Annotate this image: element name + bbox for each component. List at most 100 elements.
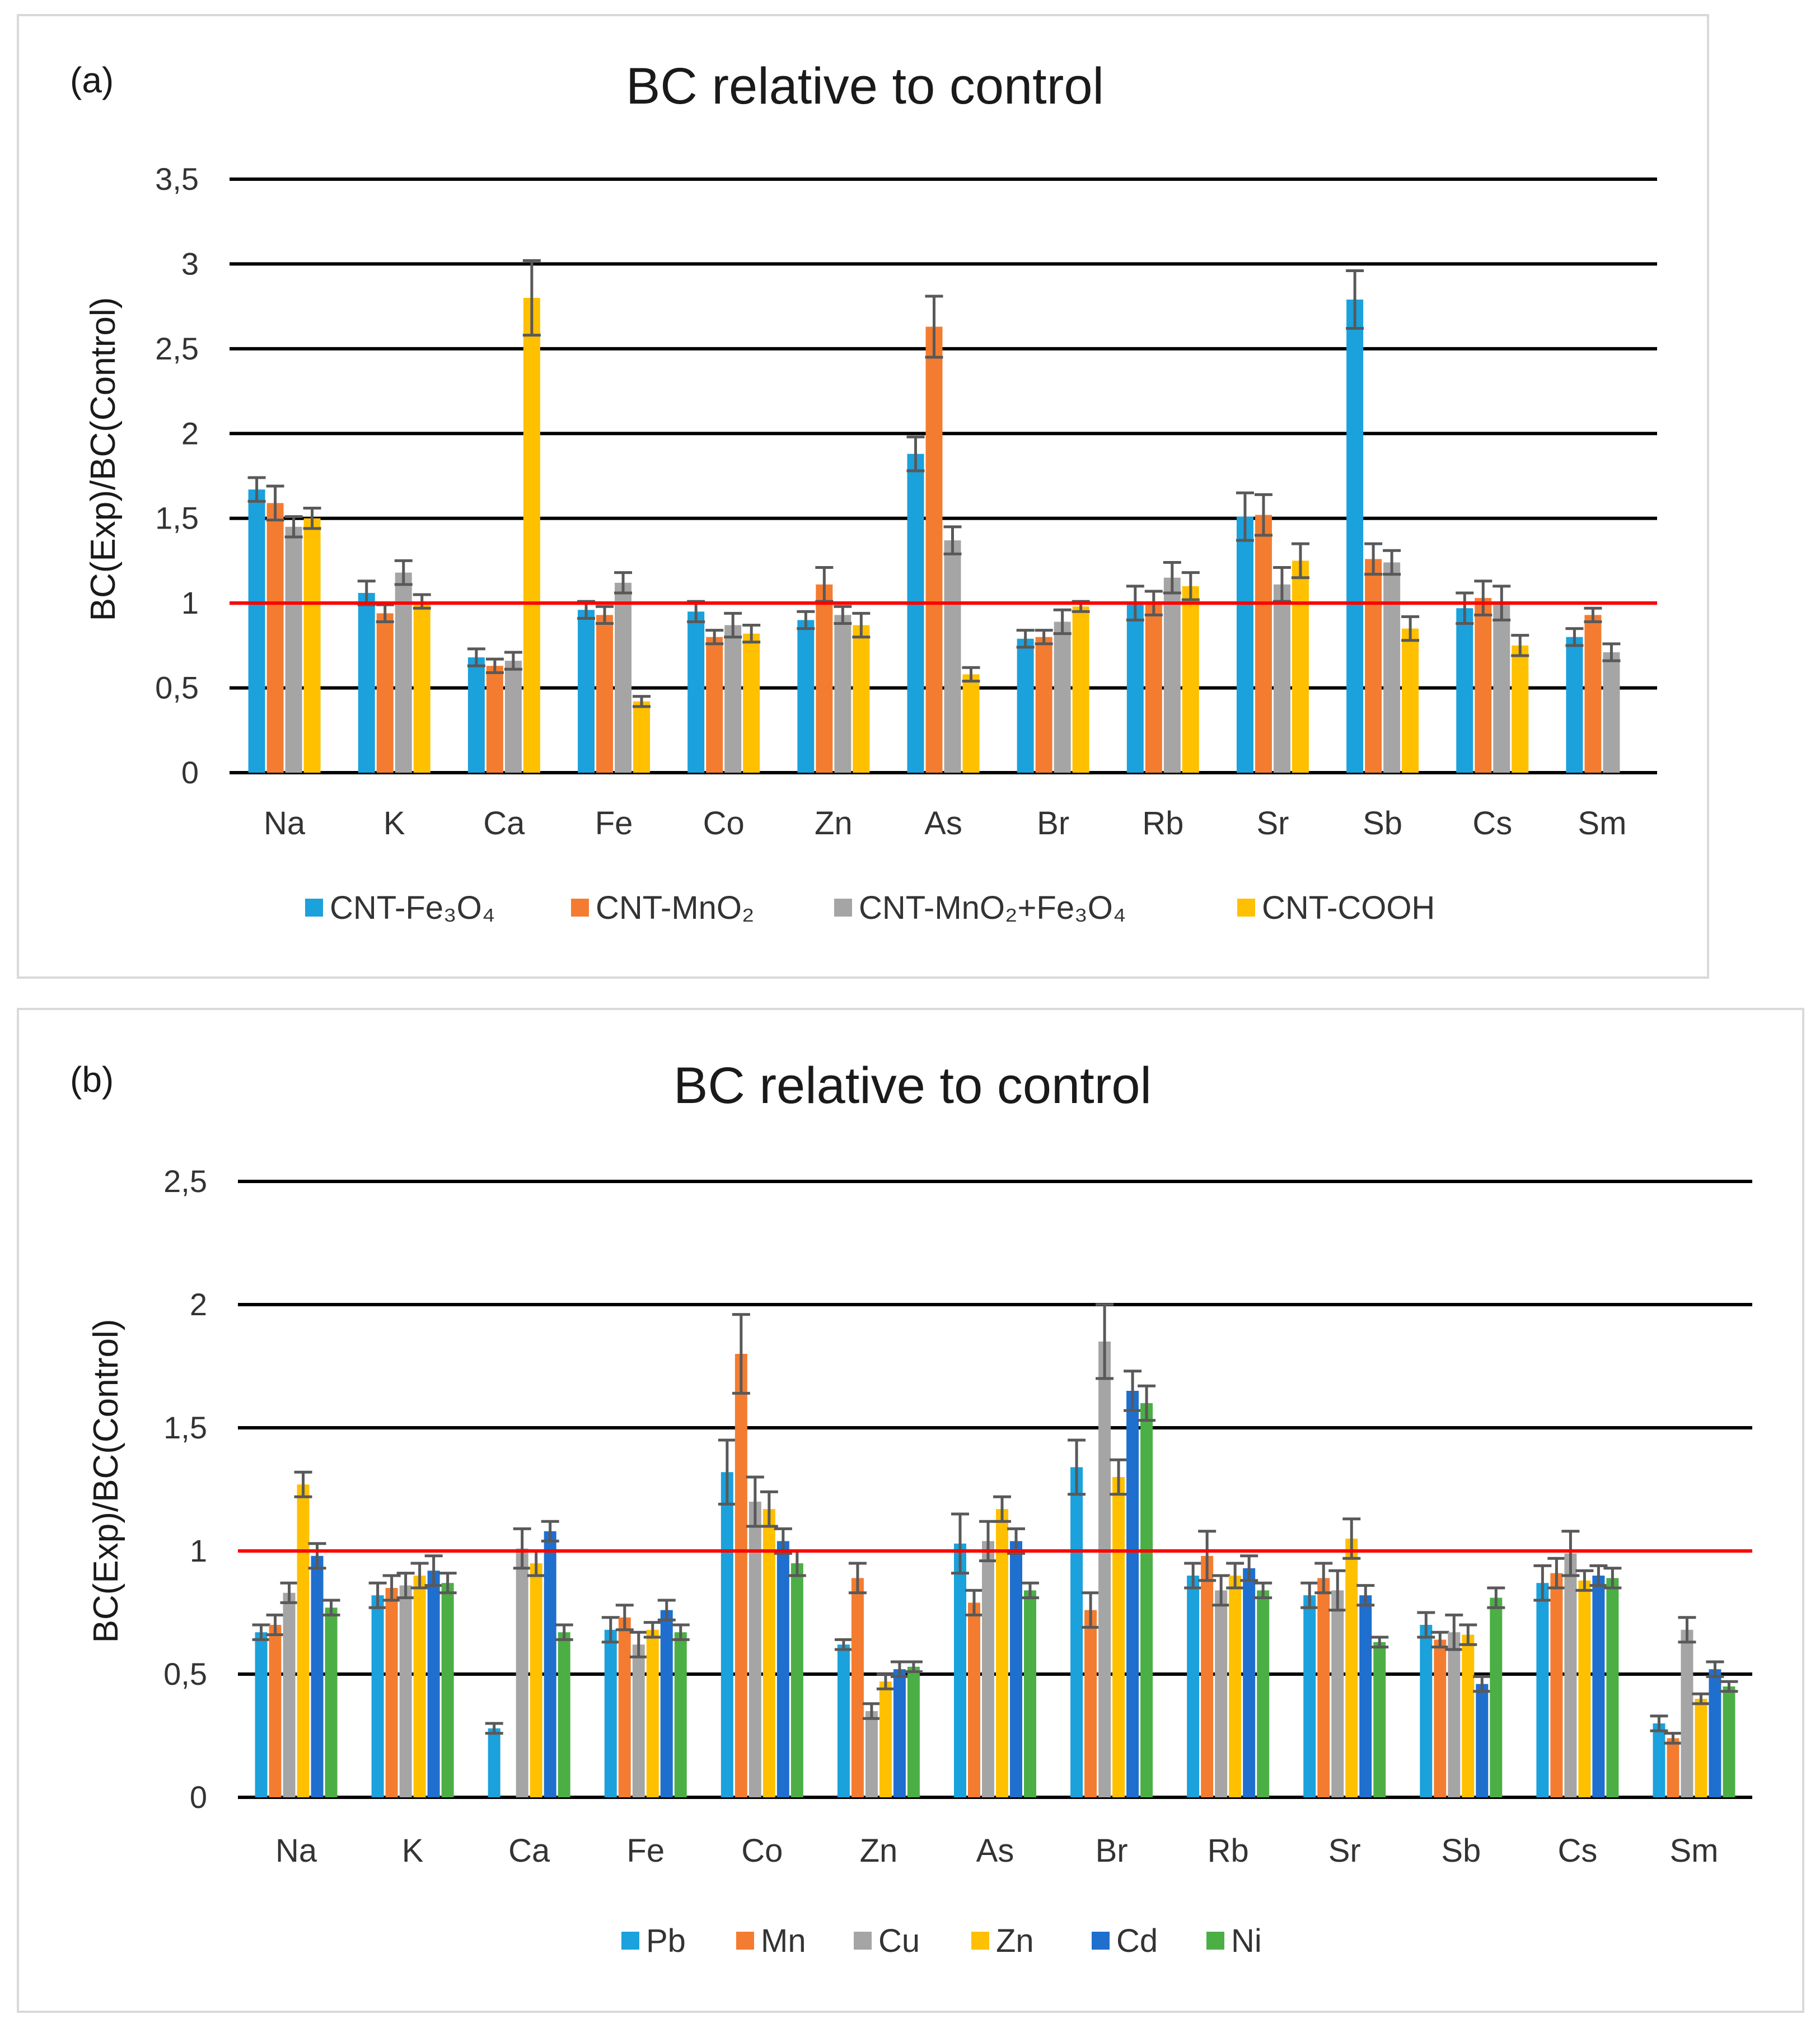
bar <box>1112 1477 1125 1797</box>
bar <box>1462 1634 1475 1797</box>
bar <box>1126 1391 1139 1797</box>
bar <box>1550 1573 1563 1797</box>
bar <box>762 1509 775 1797</box>
bar <box>1243 1568 1256 1797</box>
legend-swatch <box>1206 1932 1224 1950</box>
legend-label: Pb <box>646 1923 686 1959</box>
x-category-label: Zn <box>815 805 853 842</box>
x-category-label: Cs <box>1557 1833 1597 1869</box>
bar <box>413 1576 426 1797</box>
bar <box>399 1585 412 1797</box>
bar <box>1448 1632 1461 1797</box>
bar <box>441 1583 454 1797</box>
panel-b-plot: 0 0,5 1 1,5 2 2,5 Na K Ca Fe Co Zn As Br Rb Sr Sb Cs Sm Pb M… <box>163 1163 1752 1959</box>
bar <box>297 1484 310 1797</box>
bar <box>1536 1583 1549 1797</box>
bar <box>1257 1590 1270 1797</box>
legend-label: CNT-Fe₃O₄ <box>330 890 495 926</box>
panel-a-plot: 0 0,5 1 1,5 2 2,5 3 3,5 Na K Ca Fe Co Zn As Br Rb Sr Sb Cs S… <box>155 161 1657 926</box>
panel-b-title: BC relative to control <box>673 1057 1152 1114</box>
x-category-label: Br <box>1096 1833 1128 1869</box>
y-tick-label: 2,5 <box>155 331 199 366</box>
bar <box>311 1555 324 1797</box>
bar <box>851 1578 864 1797</box>
y-tick-label: 0 <box>181 755 199 790</box>
bar <box>285 526 302 773</box>
bar <box>743 633 760 773</box>
bar <box>660 1610 673 1797</box>
bar <box>925 326 943 773</box>
bar <box>1493 603 1510 773</box>
bar <box>1187 1576 1200 1797</box>
bar <box>1653 1723 1665 1797</box>
bar <box>427 1571 440 1797</box>
bar <box>1017 638 1034 773</box>
bar <box>1476 1684 1489 1797</box>
bar <box>283 1592 296 1797</box>
bar <box>674 1632 687 1797</box>
bar <box>1145 603 1162 773</box>
bar <box>255 1632 268 1797</box>
x-category-label: Cs <box>1472 805 1512 842</box>
bar <box>1084 1610 1097 1797</box>
bar <box>385 1588 398 1797</box>
bar <box>907 1666 920 1797</box>
bar <box>1054 622 1071 773</box>
bar <box>1592 1576 1605 1797</box>
y-tick-label: 1,5 <box>155 501 199 536</box>
bar <box>996 1509 1008 1797</box>
bar <box>865 1711 878 1797</box>
bar <box>1273 584 1290 773</box>
bar <box>596 615 614 773</box>
bar <box>1317 1578 1330 1797</box>
bar <box>1255 515 1272 773</box>
panel-a-title: BC relative to control <box>626 58 1104 115</box>
panel-b-label: (b) <box>70 1059 114 1100</box>
x-category-label: Fe <box>626 1833 665 1869</box>
x-category-label: Na <box>275 1833 317 1869</box>
bar <box>646 1629 659 1797</box>
bar <box>1215 1590 1228 1797</box>
legend-label: CNT-MnO₂+Fe₃O₄ <box>859 890 1126 926</box>
bar <box>944 540 961 773</box>
bar <box>578 610 595 773</box>
bar <box>1578 1580 1591 1797</box>
bar <box>1070 1467 1083 1797</box>
panel-b <box>17 1008 1804 2013</box>
bar <box>1303 1595 1316 1797</box>
bar <box>325 1608 338 1797</box>
legend-swatch <box>1092 1932 1110 1950</box>
bar <box>615 582 632 773</box>
bar <box>1383 562 1401 773</box>
legend-swatch <box>1237 899 1255 917</box>
x-category-label: Sb <box>1441 1833 1481 1869</box>
bar <box>837 1644 850 1797</box>
bar <box>303 518 321 773</box>
bar <box>358 592 375 773</box>
x-category-label: Ca <box>483 805 525 842</box>
bar <box>604 1629 617 1797</box>
x-category-label: Ca <box>508 1833 550 1869</box>
bar <box>1024 1590 1036 1797</box>
bar <box>488 1728 500 1797</box>
legend-swatch <box>854 1932 872 1950</box>
bar <box>982 1541 994 1797</box>
x-category-label: Rb <box>1208 1833 1249 1869</box>
bar <box>1566 637 1583 773</box>
bar <box>1373 1642 1386 1797</box>
bar <box>1201 1555 1214 1797</box>
bar <box>1723 1686 1735 1797</box>
y-tick-label: 2 <box>190 1287 207 1322</box>
legend-label: Mn <box>761 1923 806 1959</box>
y-tick-label: 1 <box>181 585 199 620</box>
x-category-label: K <box>402 1833 424 1869</box>
y-tick-label: 2 <box>181 415 199 451</box>
bar <box>1681 1629 1693 1797</box>
x-category-label: As <box>976 1833 1014 1869</box>
bar <box>1140 1403 1153 1797</box>
bar <box>1606 1578 1619 1797</box>
legend-swatch <box>621 1932 639 1950</box>
bar <box>706 637 723 773</box>
legend-swatch <box>571 899 589 917</box>
bar <box>907 454 924 773</box>
